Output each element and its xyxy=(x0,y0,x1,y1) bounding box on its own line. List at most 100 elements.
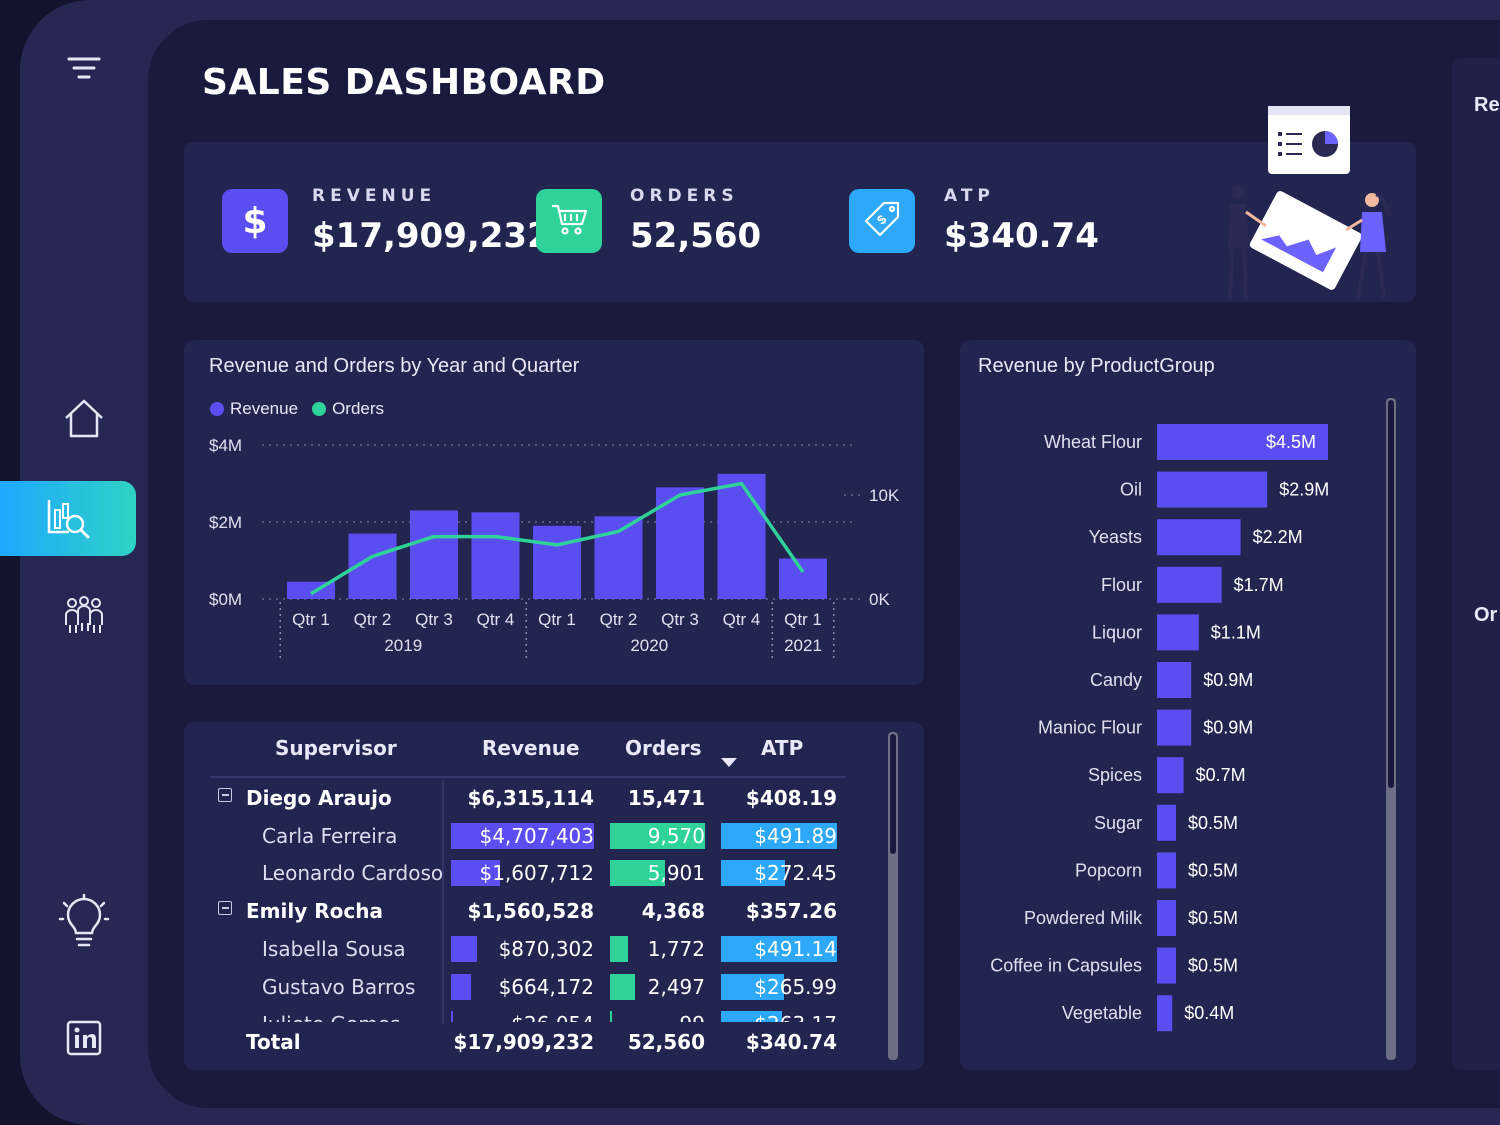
revenue-kpi-value: $17,909,232 xyxy=(312,216,551,256)
legend-orders-dot xyxy=(312,402,327,416)
revenue-bar[interactable] xyxy=(779,558,827,599)
cart-icon xyxy=(550,202,588,240)
product-value-label: $0.5M xyxy=(1188,860,1238,880)
table-header-divider xyxy=(210,776,846,778)
combo-chart-plot: $4M $2M $0M 10K 0K Qtr 1 Qtr 2 Qtr 3 Qtr 4 Qtr 1 Q… xyxy=(209,436,900,662)
combo-chart-legend: Revenue Orders xyxy=(210,399,384,419)
table-scrollbar-track[interactable] xyxy=(888,732,898,1060)
product-category-label: Popcorn xyxy=(1075,860,1142,880)
legend-revenue-dot xyxy=(210,402,224,416)
product-value-label: $0.4M xyxy=(1184,1003,1234,1023)
product-chart-plot: Wheat Flour $4.5M Oil $2.9M Yeasts $2.2M Flour… xyxy=(990,424,1329,1032)
dollar-icon: $ xyxy=(242,200,268,242)
people-group-icon[interactable] xyxy=(58,592,110,638)
product-category-label: Candy xyxy=(1090,670,1142,690)
x-quarter-label: Qtr 4 xyxy=(477,610,515,629)
product-bar[interactable] xyxy=(1157,566,1222,603)
product-category-label: Wheat Flour xyxy=(1044,432,1142,452)
x-quarter-label: Qtr 2 xyxy=(354,610,392,629)
product-bar[interactable] xyxy=(1157,519,1241,556)
nav-item-report-active[interactable] xyxy=(0,481,136,556)
x-quarter-label: Qtr 4 xyxy=(723,610,761,629)
product-bar[interactable] xyxy=(1157,614,1199,651)
product-chart-scrollbar-thumb[interactable] xyxy=(1388,400,1394,788)
report-search-icon xyxy=(45,494,91,544)
atp-kpi-icon: $ xyxy=(849,189,915,253)
product-category-label: Manioc Flour xyxy=(1038,718,1142,738)
total-orders: 52,560 xyxy=(627,1030,705,1054)
product-value-label: $0.9M xyxy=(1203,718,1253,738)
revenue-bar[interactable] xyxy=(471,512,520,599)
product-bar[interactable] xyxy=(1157,995,1173,1032)
kpi-card xyxy=(184,142,1416,302)
x-year-label: 2019 xyxy=(384,636,422,655)
orders-kpi-value: 52,560 xyxy=(630,216,762,256)
product-value-label: $1.7M xyxy=(1234,575,1284,595)
revenue-bar[interactable] xyxy=(717,473,766,599)
x-quarter-label: Qtr 1 xyxy=(784,610,822,629)
product-category-label: Liquor xyxy=(1092,622,1142,642)
product-bar[interactable] xyxy=(1157,852,1176,889)
product-bar[interactable] xyxy=(1157,471,1268,508)
product-chart-card: Revenue by ProductGroup xyxy=(960,340,1416,1070)
revenue-kpi-label: REVENUE xyxy=(312,186,437,206)
product-chart-title: Revenue by ProductGroup xyxy=(978,355,1215,377)
product-value-label: $0.9M xyxy=(1203,670,1253,690)
orders-line[interactable] xyxy=(310,481,805,596)
atp-kpi-label: ATP xyxy=(944,186,995,206)
header-supervisor[interactable]: Supervisor xyxy=(275,736,397,760)
product-value-label: $2.9M xyxy=(1279,480,1329,500)
right-partial-label-1: Re xyxy=(1474,94,1500,116)
orders-kpi-label: ORDERS xyxy=(630,186,739,206)
page-title: SALES DASHBOARD xyxy=(202,62,606,103)
x-quarter-label: Qtr 3 xyxy=(661,610,699,629)
product-category-label: Oil xyxy=(1120,480,1142,500)
legend-revenue-label: Revenue xyxy=(230,399,299,418)
right-partial-label-2: Or xyxy=(1474,604,1498,626)
table-scrollbar-thumb[interactable] xyxy=(890,734,896,854)
presentation-illustration xyxy=(1228,106,1392,299)
x-year-label: 2020 xyxy=(630,636,668,655)
orders-kpi-icon xyxy=(536,189,602,253)
right-partial-panel: Re Or xyxy=(1452,58,1500,1070)
svg-text:$: $ xyxy=(874,211,890,227)
x-quarter-label: Qtr 1 xyxy=(292,610,330,629)
revenue-bar[interactable] xyxy=(410,510,458,599)
table-column-divider xyxy=(442,780,444,1062)
product-category-label: Spices xyxy=(1088,765,1142,785)
y-right-tick-label: 10K xyxy=(869,486,900,505)
product-bar[interactable] xyxy=(1157,662,1192,698)
table-total-row: Total $17,909,232 52,560 $340.74 xyxy=(184,1024,884,1062)
total-label: Total xyxy=(246,1030,301,1054)
x-year-label: 2021 xyxy=(784,636,822,655)
product-bar[interactable] xyxy=(1157,947,1176,984)
header-orders[interactable]: Orders xyxy=(625,736,702,760)
product-bar[interactable] xyxy=(1157,804,1176,841)
x-quarter-label: Qtr 1 xyxy=(538,610,576,629)
product-value-label: $0.5M xyxy=(1188,956,1238,976)
home-icon[interactable] xyxy=(58,392,110,444)
y-left-tick-label: $0M xyxy=(209,590,242,609)
revenue-kpi-icon: $ xyxy=(222,189,288,253)
product-bar[interactable] xyxy=(1157,424,1328,460)
revenue-bar[interactable] xyxy=(533,525,581,599)
header-revenue[interactable]: Revenue xyxy=(482,736,580,760)
total-atp: $340.74 xyxy=(745,1030,837,1054)
product-bar[interactable] xyxy=(1157,709,1192,746)
product-category-label: Sugar xyxy=(1094,813,1142,833)
lightbulb-icon[interactable] xyxy=(56,892,112,952)
filter-icon[interactable] xyxy=(60,48,108,88)
product-value-label: $4.5M xyxy=(1266,432,1316,452)
product-bar[interactable] xyxy=(1157,757,1184,794)
atp-kpi-value: $340.74 xyxy=(944,216,1099,256)
product-category-label: Yeasts xyxy=(1089,527,1142,547)
revenue-bar[interactable] xyxy=(594,516,643,599)
product-value-label: $0.5M xyxy=(1188,908,1238,928)
product-bar[interactable] xyxy=(1157,900,1176,936)
header-atp[interactable]: ATP xyxy=(761,736,804,760)
linkedin-icon[interactable] xyxy=(62,1016,106,1060)
product-category-label: Flour xyxy=(1101,575,1142,595)
y-left-tick-label: $2M xyxy=(209,513,242,532)
legend-orders-label: Orders xyxy=(332,399,385,418)
sort-desc-icon[interactable] xyxy=(721,758,737,767)
